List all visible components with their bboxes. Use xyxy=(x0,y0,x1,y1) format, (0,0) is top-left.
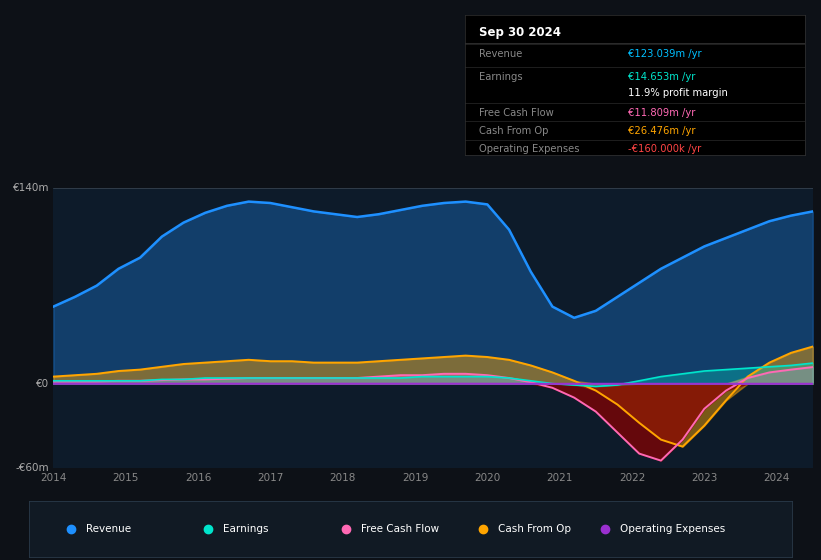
Text: -€60m: -€60m xyxy=(16,463,49,473)
Text: €0: €0 xyxy=(36,379,49,389)
Text: €123.039m /yr: €123.039m /yr xyxy=(628,49,702,59)
Text: Free Cash Flow: Free Cash Flow xyxy=(479,108,553,118)
Text: Cash From Op: Cash From Op xyxy=(479,126,548,136)
Text: Free Cash Flow: Free Cash Flow xyxy=(361,524,439,534)
Text: Operating Expenses: Operating Expenses xyxy=(621,524,726,534)
Text: Operating Expenses: Operating Expenses xyxy=(479,144,579,155)
Text: Sep 30 2024: Sep 30 2024 xyxy=(479,26,561,39)
Text: €14.653m /yr: €14.653m /yr xyxy=(628,72,695,82)
Text: Earnings: Earnings xyxy=(223,524,269,534)
Text: 11.9% profit margin: 11.9% profit margin xyxy=(628,88,728,99)
Text: €11.809m /yr: €11.809m /yr xyxy=(628,108,695,118)
Text: €140m: €140m xyxy=(13,183,49,193)
Text: -€160.000k /yr: -€160.000k /yr xyxy=(628,144,701,155)
Text: Cash From Op: Cash From Op xyxy=(498,524,571,534)
Text: €26.476m /yr: €26.476m /yr xyxy=(628,126,695,136)
Text: Revenue: Revenue xyxy=(479,49,522,59)
Text: Earnings: Earnings xyxy=(479,72,522,82)
Text: Revenue: Revenue xyxy=(86,524,131,534)
